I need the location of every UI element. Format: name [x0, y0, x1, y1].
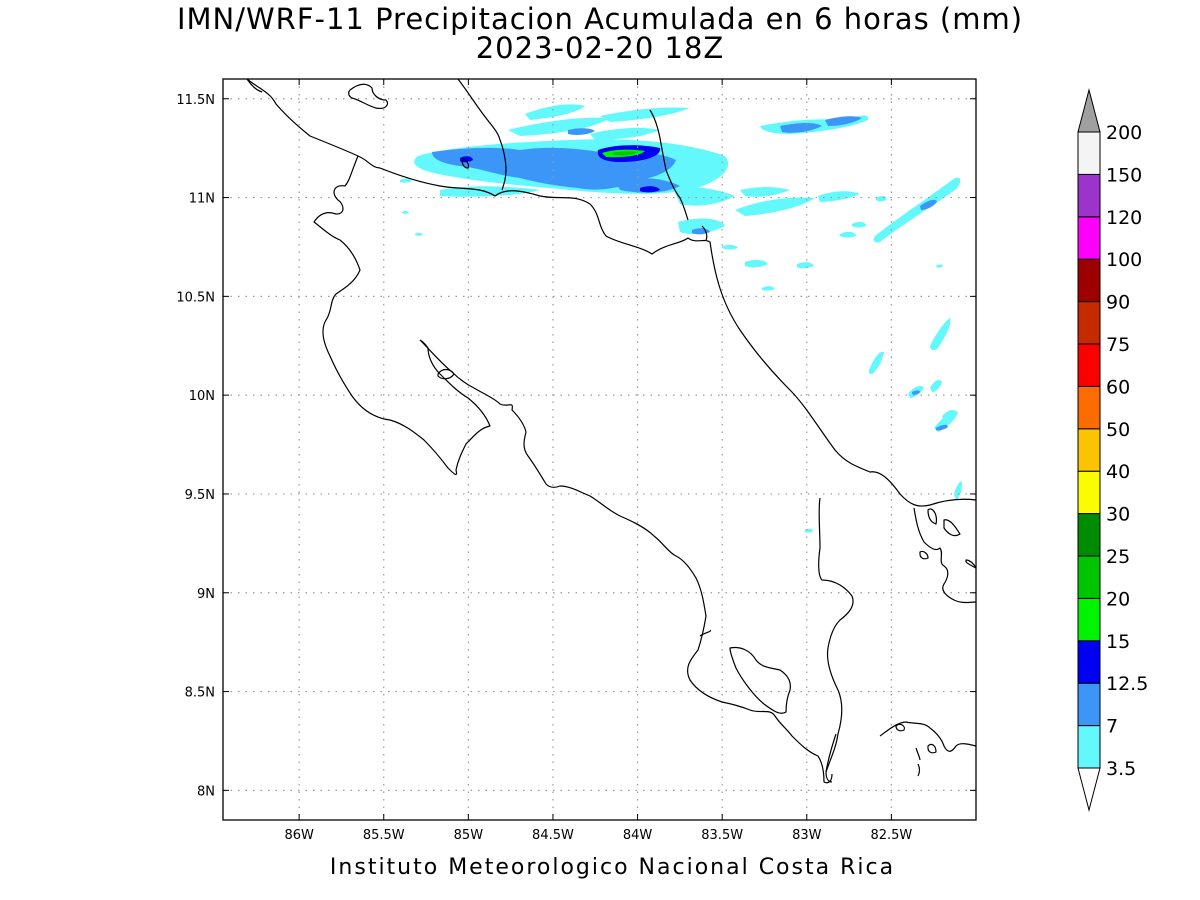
footer-credit: Instituto Meteorologico Nacional Costa R… [329, 855, 896, 880]
colorbar-level-label: 60 [1106, 376, 1130, 398]
x-tick-label: 86W [284, 828, 314, 843]
colorbar-swatch [1077, 428, 1101, 472]
x-tick-label: 84W [623, 828, 653, 843]
colorbar-swatch [1077, 258, 1101, 303]
colorbar-under-triangle [1077, 767, 1101, 812]
lat-lon-gridlines [223, 79, 976, 820]
x-tick-label: 85.5W [363, 828, 405, 843]
y-tick-label: 8.5N [185, 686, 215, 701]
colorbar-level-label: 12.5 [1106, 673, 1148, 695]
y-tick-label: 11.5N [176, 93, 215, 108]
colorbar-level-label: 40 [1106, 461, 1130, 483]
colorbar-level-label: 3.5 [1106, 758, 1136, 780]
colorbar-swatch [1077, 343, 1101, 387]
colorbar-swatch [1077, 555, 1101, 599]
colorbar-level-label: 75 [1106, 334, 1130, 356]
colorbar-level-label: 15 [1106, 631, 1130, 653]
x-tick-label: 84.5W [532, 828, 574, 843]
colorbar-swatch [1077, 640, 1101, 684]
y-tick-label: 10N [189, 389, 215, 404]
colorbar-swatch [1077, 470, 1101, 515]
x-tick-label: 85W [454, 828, 484, 843]
precipitation-field [400, 104, 962, 533]
x-tick-label: 83.5W [701, 828, 743, 843]
x-tick-label: 83W [792, 828, 822, 843]
map-axes: 86W 85.5W 85W 84.5W 84W 83.5W 83W 82.5W 11.5N 11N… [176, 79, 976, 843]
x-tick-label: 82.5W [870, 828, 912, 843]
y-tick-label: 8N [197, 784, 215, 799]
y-tick-label: 9.5N [185, 488, 215, 503]
y-tick-label: 9N [197, 587, 215, 602]
colorbar-swatch [1077, 597, 1101, 642]
precipitation-colorbar: 3.5 7 12.5 15 20 25 30 40 50 60 75 90 100 120 150 200 [1077, 88, 1148, 812]
colorbar-swatch [1077, 216, 1101, 260]
coastlines [246, 79, 976, 784]
colorbar-level-label: 30 [1106, 504, 1130, 526]
colorbar-swatch [1077, 131, 1101, 175]
colorbar-swatch [1077, 682, 1101, 727]
colorbar-level-label: 150 [1106, 164, 1142, 186]
colorbar-level-label: 20 [1106, 588, 1130, 610]
colorbar-over-triangle [1077, 88, 1101, 133]
colorbar-level-label: 100 [1106, 249, 1142, 271]
colorbar-swatch [1077, 385, 1101, 430]
colorbar-swatch [1077, 173, 1101, 218]
colorbar-swatch [1077, 301, 1101, 345]
colorbar-level-label: 50 [1106, 419, 1130, 441]
colorbar-level-label: 200 [1106, 122, 1142, 144]
colorbar-level-label: 120 [1106, 207, 1142, 229]
y-tick-label: 11N [189, 192, 215, 207]
colorbar-swatch [1077, 725, 1101, 769]
colorbar-level-label: 90 [1106, 292, 1130, 314]
map-title: IMN/WRF-11 Precipitacion Acumulada en 6 … [176, 2, 1024, 36]
map-frame [222, 78, 977, 821]
colorbar-swatch [1077, 513, 1101, 557]
colorbar-level-label: 7 [1106, 716, 1118, 738]
map-subtitle-datetime: 2023-02-20 18Z [475, 31, 725, 65]
y-tick-label: 10.5N [176, 290, 215, 305]
colorbar-level-label: 25 [1106, 546, 1130, 568]
